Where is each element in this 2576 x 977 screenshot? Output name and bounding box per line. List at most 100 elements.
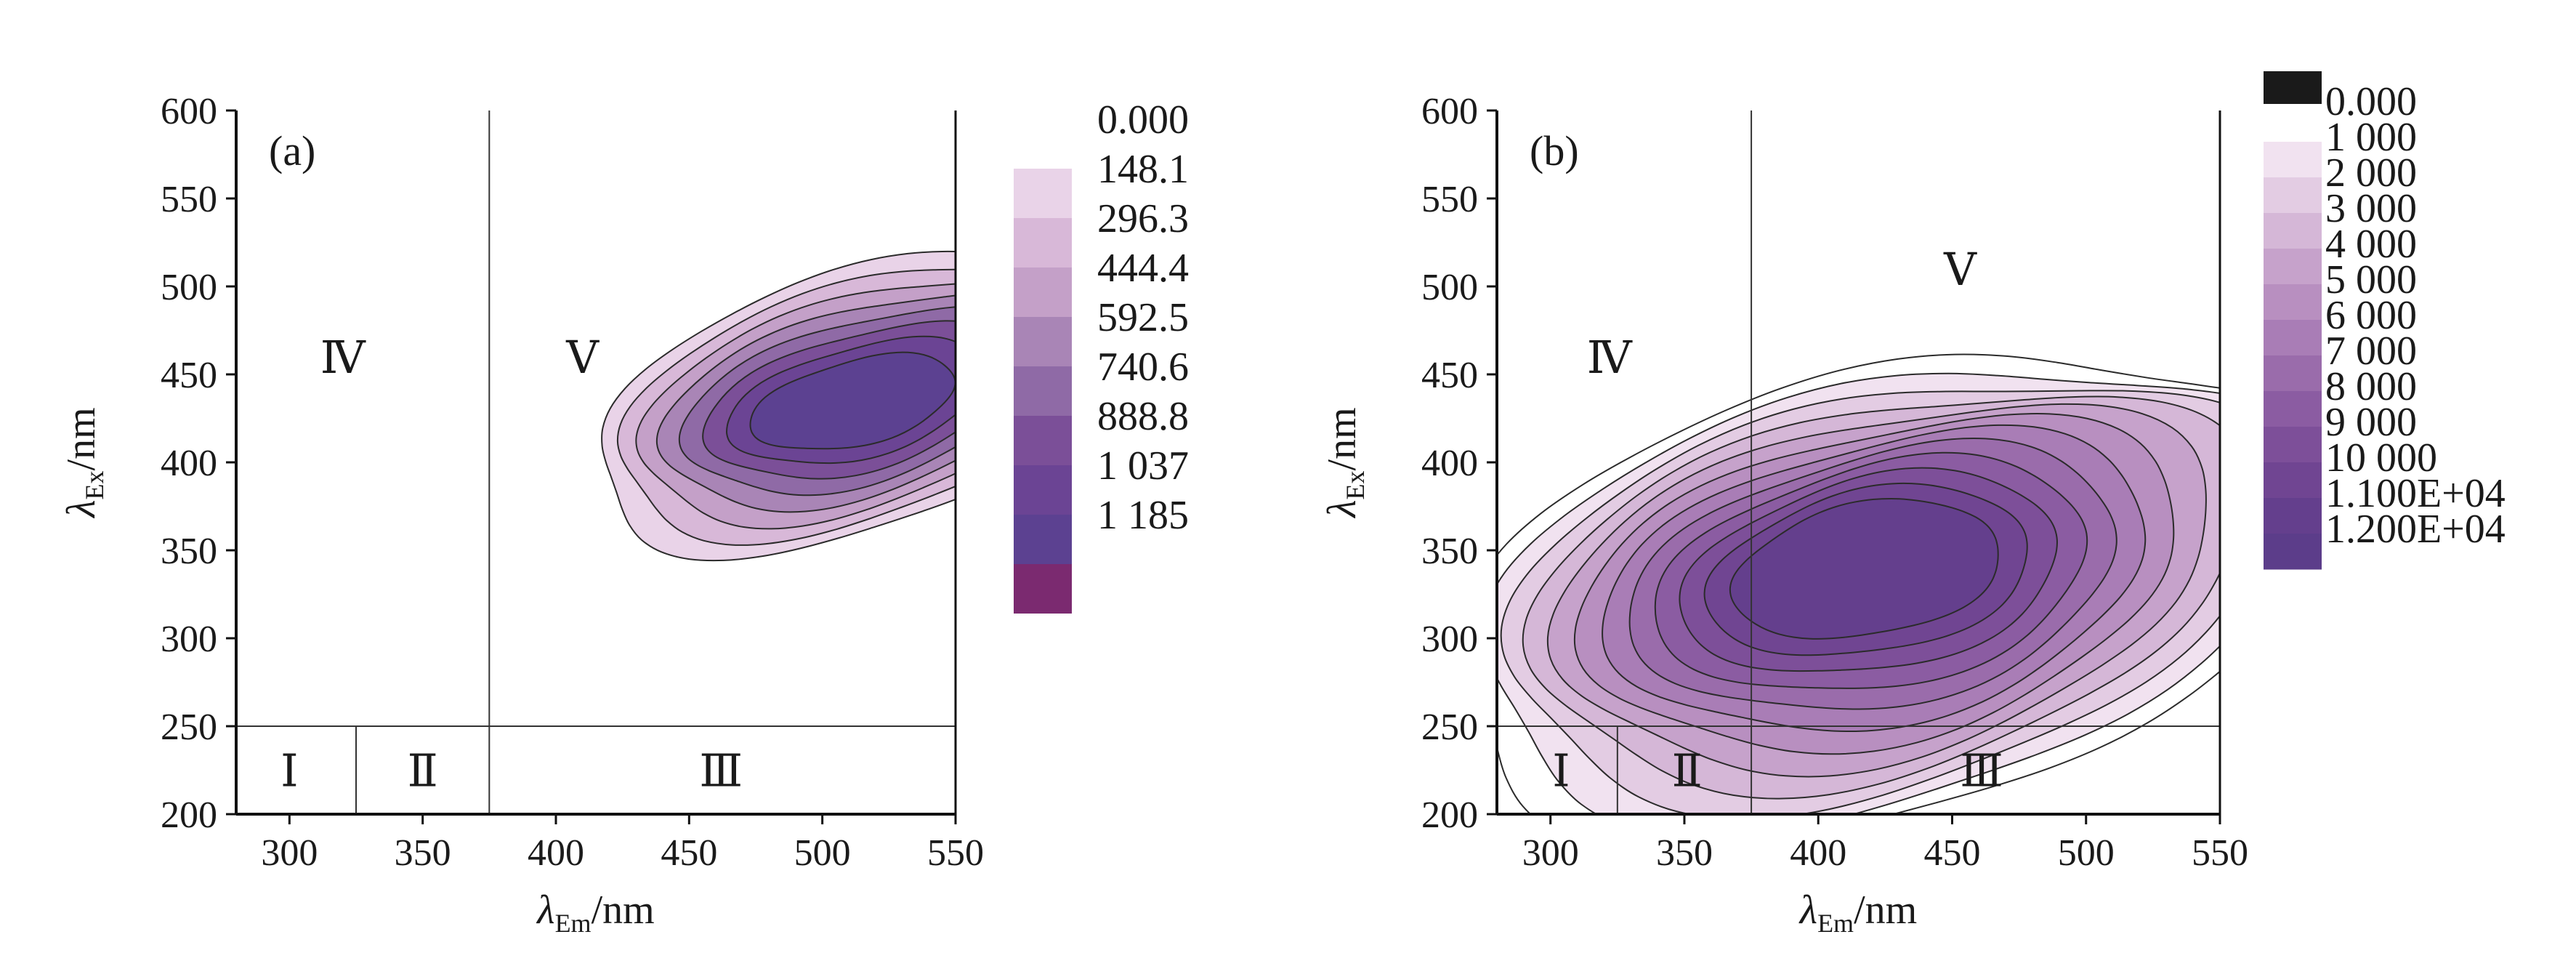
x-tick-labels-a: 300 350 400 450 500 550 [261, 832, 984, 874]
colorbar-swatch [1014, 366, 1072, 416]
y-tick-label: 250 [1421, 707, 1478, 748]
colorbar-level-label: 7 000 [2325, 329, 2417, 374]
y-tick-label: 200 [1421, 795, 1478, 836]
y-tick-labels-a: 200 250 300 350 400 450 500 550 600 [161, 91, 217, 836]
x-tick-label: 300 [261, 832, 318, 874]
colorbar-level-label: 1.200E+04 [2325, 507, 2506, 552]
colorbar-level-label: 592.5 [1097, 295, 1189, 340]
contour-fills-a [601, 250, 956, 562]
y-tick-label: 500 [161, 267, 217, 308]
colorbar-level-label: 1 000 [2325, 115, 2417, 160]
colorbar-level-label: 6 000 [2325, 293, 2417, 338]
y-axis-label-main-a: λ [59, 499, 104, 518]
region-label: Ⅰ [280, 747, 299, 797]
colorbar-swatch [1014, 317, 1072, 366]
contour-chart-b: 300 350 400 450 500 550 200 250 300 350 400 450 500… [1320, 71, 2506, 938]
x-axis-label-unit-b: /nm [1854, 888, 1917, 933]
contour-fills-b [1497, 353, 2220, 814]
y-tick-labels-b: 200 250 300 350 400 450 500 550 600 [1421, 91, 1478, 836]
y-tick-label: 400 [161, 443, 217, 484]
colorbar-swatch [1014, 416, 1072, 465]
region-boundaries-b [1497, 110, 2220, 814]
colorbar-level-label: 740.6 [1097, 345, 1189, 390]
y-tick-label: 350 [1421, 531, 1478, 572]
x-tick-label: 450 [1923, 832, 1980, 874]
x-tick-label: 550 [927, 832, 984, 874]
y-tick-label: 200 [161, 795, 217, 836]
axes-b [1487, 109, 2221, 824]
x-tick-label: 400 [528, 832, 584, 874]
colorbar-level-label: 4 000 [2325, 222, 2417, 267]
y-tick-label: 600 [161, 91, 217, 132]
x-axis-label-a: λEm/nm [536, 888, 654, 938]
x-tick-label: 300 [1522, 832, 1579, 874]
region-label: Ⅳ [1587, 334, 1633, 383]
region-label: Ⅰ [1552, 747, 1570, 797]
colorbar-swatch [2264, 284, 2322, 321]
contour-level-8 [749, 351, 956, 450]
colorbar-level-label: 9 000 [2325, 400, 2417, 445]
axes-a [226, 109, 957, 824]
x-tick-label: 500 [794, 832, 851, 874]
x-tick-label: 350 [1656, 832, 1713, 874]
colorbar-swatch [2264, 498, 2322, 534]
x-tick-label: 500 [2058, 832, 2115, 874]
colorbar-level-label: 888.8 [1097, 394, 1189, 439]
colorbar-level-label: 1.100E+04 [2325, 471, 2506, 516]
x-tick-label: 550 [2192, 832, 2248, 874]
colorbar-level-label: 10 000 [2325, 435, 2437, 481]
x-axis-label-sub-a: Em [555, 909, 591, 938]
x-tick-labels-b: 300 350 400 450 500 550 [1522, 832, 2248, 874]
region-label: Ⅴ [1943, 246, 1977, 295]
colorbar-swatch [2264, 71, 2322, 104]
x-axis-label-b: λEm/nm [1798, 888, 1917, 938]
contour-chart-a: 300 350 400 450 500 550 200 250 300 350 400 450 500… [59, 91, 1189, 938]
colorbar-swatch [1014, 268, 1072, 317]
colorbar-level-label: 8 000 [2325, 364, 2417, 409]
region-label: Ⅲ [699, 747, 743, 797]
colorbar-level-label: 1 185 [1097, 493, 1189, 538]
colorbar-level-label: 1 037 [1097, 443, 1189, 488]
colorbar-swatch [2264, 462, 2322, 499]
y-tick-label: 400 [1421, 443, 1478, 484]
colorbar-level-label: 2 000 [2325, 150, 2417, 196]
x-axis-label-sub-b: Em [1817, 909, 1854, 938]
y-axis-label-sub-a: Ex [80, 470, 109, 499]
colorbar-swatch [1014, 169, 1072, 218]
colorbar-swatch [1014, 218, 1072, 268]
y-axis-label-main-b: λ [1320, 499, 1365, 518]
y-tick-label: 450 [161, 355, 217, 396]
colorbar-swatch [2264, 427, 2322, 463]
x-axis-label-main-a: λ [536, 888, 554, 933]
colorbar-level-label: 0.000 [2325, 79, 2417, 124]
y-tick-label: 300 [1421, 619, 1478, 660]
y-tick-label: 350 [161, 531, 217, 572]
colorbar-level-label: 5 000 [2325, 257, 2417, 302]
colorbar-level-label: 296.3 [1097, 196, 1189, 241]
y-axis-label-a: λEx/nm [59, 407, 109, 518]
y-tick-label: 550 [1421, 179, 1478, 220]
colorbar-swatch [2264, 142, 2322, 178]
y-tick-label: 300 [161, 619, 217, 660]
colorbar-swatch [2264, 249, 2322, 285]
y-tick-label: 450 [1421, 355, 1478, 396]
y-axis-label-unit-b: /nm [1320, 407, 1365, 470]
colorbar-swatch [1014, 465, 1072, 515]
y-tick-label: 250 [161, 707, 217, 748]
y-tick-label: 500 [1421, 267, 1478, 308]
colorbar-level-label: 3 000 [2325, 186, 2417, 231]
region-label: Ⅱ [408, 747, 438, 797]
colorbar-swatch [2264, 177, 2322, 214]
x-axis-label-main-b: λ [1798, 888, 1817, 933]
y-tick-label: 600 [1421, 91, 1478, 132]
region-label: Ⅴ [565, 334, 599, 383]
colorbar-swatch [1014, 515, 1072, 564]
x-tick-label: 450 [661, 832, 717, 874]
y-tick-label: 550 [161, 179, 217, 220]
colorbar-swatch [2264, 320, 2322, 356]
colorbar-swatch [2264, 355, 2322, 392]
region-labels-a: Ⅰ Ⅱ Ⅲ Ⅳ Ⅴ [280, 334, 743, 797]
